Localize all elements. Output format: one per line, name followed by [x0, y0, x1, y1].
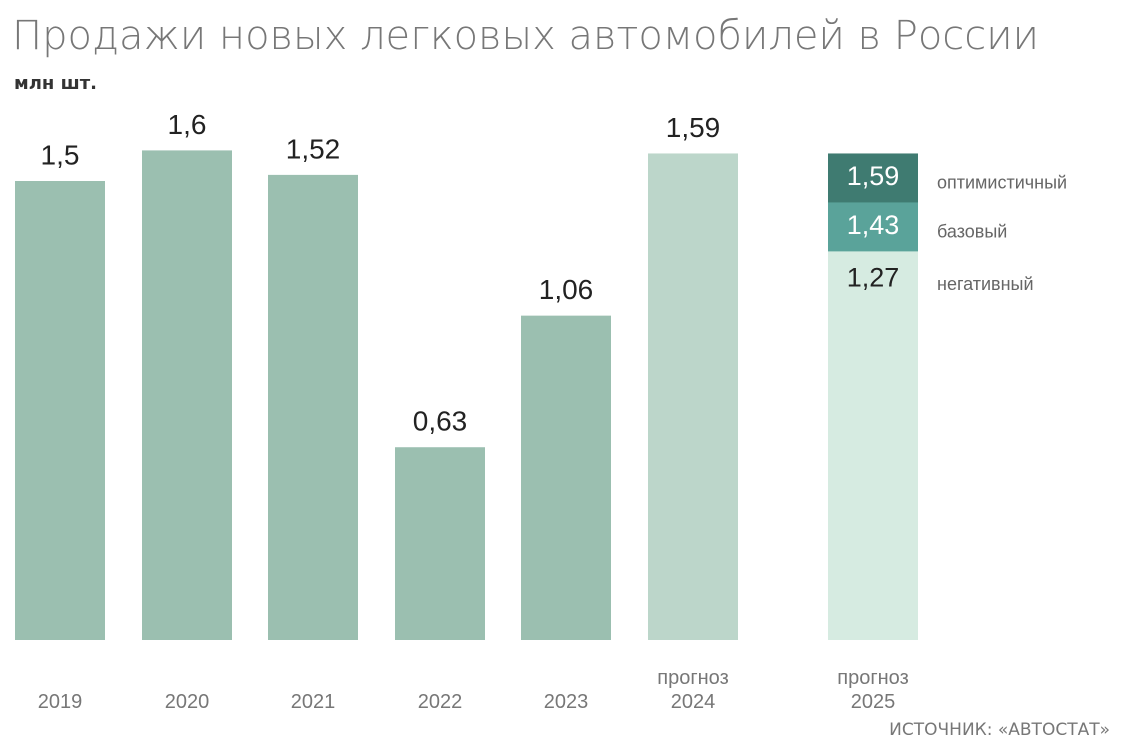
bar [395, 447, 485, 640]
x-tick-label: 2023 [543, 691, 589, 713]
value-label: 1,5 [41, 139, 80, 170]
x-tick-label: прогноз 2024 [657, 667, 729, 713]
chart-title: Продажи новых легковых автомобилей в Рос… [12, 13, 1039, 59]
chart-subtitle: млн шт. [14, 73, 97, 94]
x-tick-label: 2021 [290, 691, 336, 713]
value-label: 1,59 [666, 112, 721, 143]
x-tick-label: прогноз 2025 [837, 667, 909, 713]
bar [648, 153, 738, 640]
bar [142, 150, 232, 640]
scenario-value-label: 1,27 [847, 263, 900, 293]
x-tick-label: 2019 [37, 691, 83, 713]
value-label: 1,52 [286, 133, 341, 164]
x-tick-label: 2022 [417, 691, 463, 713]
legend-label: базовый [937, 222, 1007, 242]
x-tick-label: 2020 [164, 691, 210, 713]
legend-label: оптимистичный [937, 173, 1067, 193]
value-label: 1,6 [168, 109, 207, 140]
bar [15, 181, 105, 640]
value-label: 0,63 [413, 406, 468, 437]
scenario-bar [828, 251, 918, 640]
legend-label: негативный [937, 274, 1034, 294]
scenario-value-label: 1,43 [847, 210, 900, 240]
scenario-value-label: 1,59 [847, 161, 900, 191]
bar [521, 315, 611, 640]
source: ИСТОЧНИК: «АВТОСТАТ» [889, 720, 1110, 740]
bar [268, 174, 358, 640]
value-label: 1,06 [539, 274, 594, 305]
